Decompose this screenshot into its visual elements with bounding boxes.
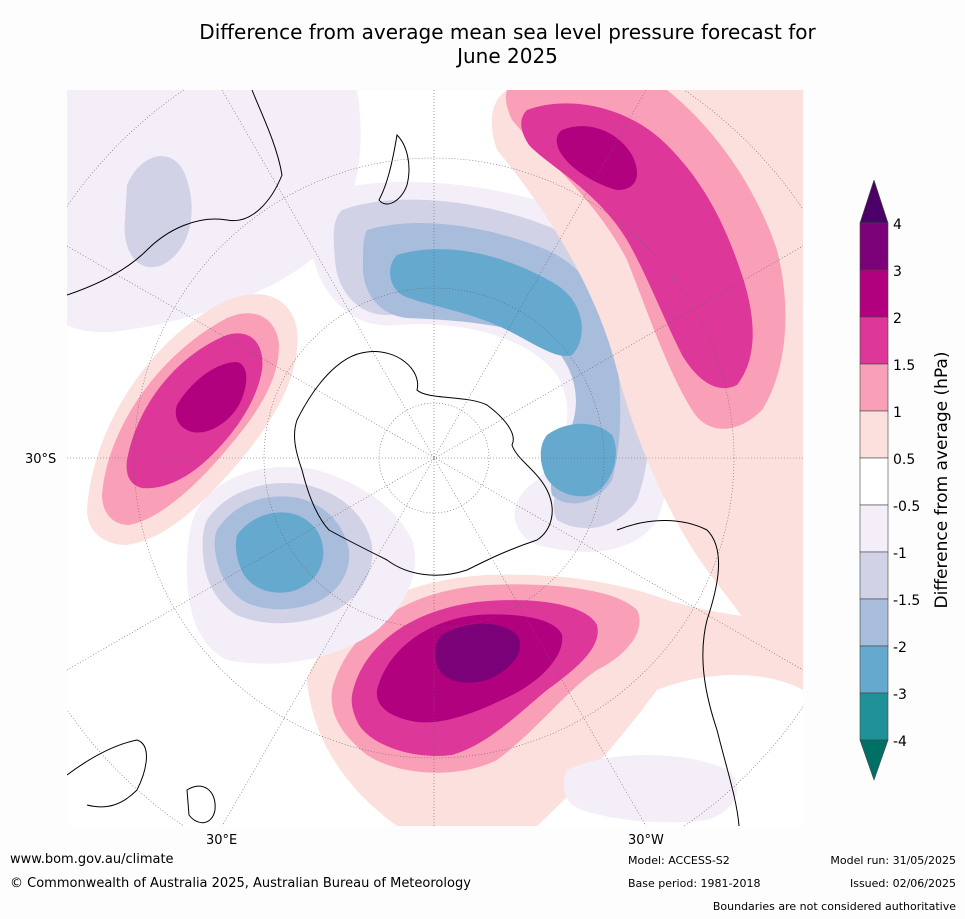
madagascar-outline	[186, 785, 216, 824]
australia-outline	[67, 90, 283, 296]
map-title: Difference from average mean sea level p…	[0, 20, 965, 68]
colorbar-tick: 1	[893, 405, 902, 421]
colorbar-box-p3-p2	[859, 269, 889, 318]
colorbar-tick: -3	[893, 687, 907, 703]
colorbar-label: Difference from average (hPa)	[932, 352, 952, 609]
colorbar-box-m05-m1	[859, 504, 889, 553]
anomaly-region-m1-west	[124, 156, 192, 268]
anomaly-region-m05-west	[67, 90, 361, 333]
anomaly-region-m2-indian	[235, 512, 324, 593]
lon-label-30e: 30°E	[206, 833, 238, 848]
coastlines	[67, 90, 740, 826]
graticule	[67, 90, 803, 826]
colorbar-tick: -0.5	[893, 499, 920, 515]
colorbar-box-p2-p15	[859, 316, 889, 365]
antarctica-outline	[294, 351, 553, 576]
title-line-2: June 2025	[457, 44, 558, 68]
anomaly-region-p2-east	[556, 126, 637, 190]
colorbar-box-p05-m05	[859, 457, 889, 506]
colorbar-box-m2-m3	[859, 645, 889, 694]
colorbar-box-p4-p3	[859, 222, 889, 271]
pressure-anomaly-map	[67, 90, 803, 826]
anomaly-region-p2-indian	[175, 362, 247, 433]
anomaly-region-m2-chile	[540, 423, 616, 497]
footer-base-period: Base period: 1981-2018	[628, 877, 761, 890]
anomaly-region-p15-east	[521, 103, 753, 389]
lon-label-30w: 30°W	[628, 833, 664, 848]
colorbar-tick: 1.5	[893, 358, 915, 374]
colorbar-box-m1-m15	[859, 551, 889, 600]
colorbar-extend-min	[859, 739, 889, 781]
title-line-1: Difference from average mean sea level p…	[199, 20, 816, 44]
colorbar-box-m15-m2	[859, 598, 889, 647]
colorbar-box-m3-m4	[859, 692, 889, 741]
colorbar-tick: -2	[893, 640, 907, 656]
south-america-outline	[616, 520, 740, 826]
colorbar-swatches	[859, 180, 889, 781]
anomaly-region-p3-atlantic	[435, 623, 521, 683]
colorbar-extend-max	[859, 180, 889, 224]
colorbar-box-p1-p05	[859, 410, 889, 459]
footer-disclaimer: Boundaries are not considered authoritat…	[712, 900, 956, 913]
footer-url: www.bom.gov.au/climate	[10, 852, 174, 867]
colorbar-tick-labels: 4 3 2 1.5 1 0.5 -0.5 -1 -1.5 -2 -3 -4	[893, 217, 920, 750]
new-zealand-outline	[378, 133, 410, 205]
lat-label-30s: 30°S	[25, 452, 57, 467]
colorbar-tick: 2	[893, 311, 902, 327]
colorbar-tick: -1.5	[893, 593, 920, 609]
anomaly-region-m2-pacific	[390, 249, 582, 356]
colorbar-tick: -4	[893, 734, 907, 750]
colorbar-box-p15-p1	[859, 363, 889, 412]
colorbar-tick: 3	[893, 264, 902, 280]
colorbar: 4 3 2 1.5 1 0.5 -0.5 -1 -1.5 -2 -3 -4 Di…	[859, 180, 952, 781]
colorbar-tick: -1	[893, 546, 907, 562]
footer-issued: Issued: 02/06/2025	[849, 877, 956, 890]
footer-copyright: © Commonwealth of Australia 2025, Austra…	[10, 876, 471, 891]
africa-outline	[67, 739, 147, 808]
footer-model-run: Model run: 31/05/2025	[830, 854, 956, 867]
anomaly-shading	[67, 90, 803, 826]
footer-model: Model: ACCESS-S2	[628, 854, 730, 867]
colorbar-tick: 0.5	[893, 452, 915, 468]
colorbar-tick: 4	[893, 217, 902, 233]
anomaly-region-m05-southeast	[563, 755, 738, 823]
